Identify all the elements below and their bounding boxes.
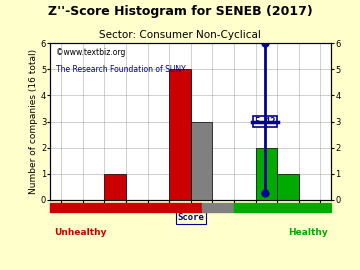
Text: ©www.textbiz.org: ©www.textbiz.org [56,48,125,57]
Bar [169,69,191,200]
Bar [256,148,277,200]
Bar [277,174,299,200]
Text: Z''-Score Histogram for SENEB (2017): Z''-Score Histogram for SENEB (2017) [48,5,312,18]
Text: The Research Foundation of SUNY: The Research Foundation of SUNY [56,65,186,74]
Y-axis label: Number of companies (16 total): Number of companies (16 total) [29,49,38,194]
Text: Healthy: Healthy [288,228,328,237]
Bar [191,122,212,200]
Text: Score: Score [177,213,204,222]
Text: Sector: Consumer Non-Cyclical: Sector: Consumer Non-Cyclical [99,30,261,40]
Text: Unhealthy: Unhealthy [54,228,107,237]
Text: 5.42: 5.42 [254,117,275,126]
Bar [104,174,126,200]
